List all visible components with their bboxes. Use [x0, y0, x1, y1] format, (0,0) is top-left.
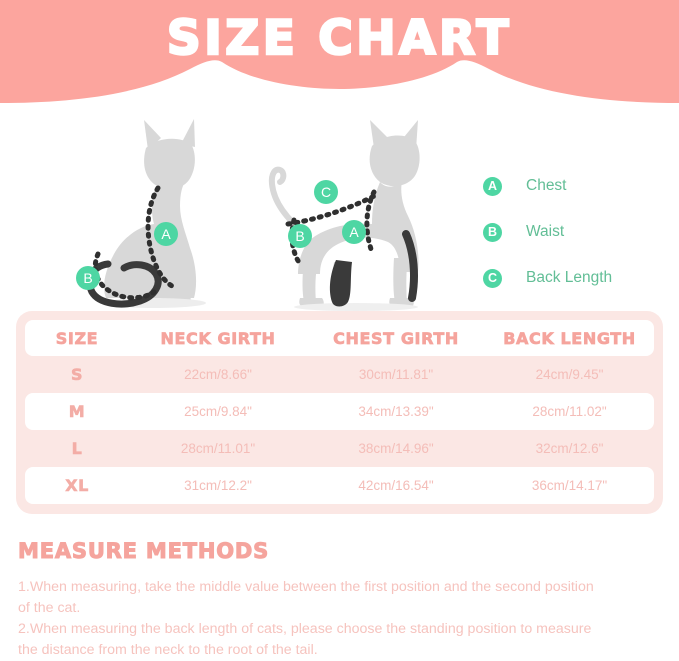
svg-text:B: B	[83, 270, 92, 286]
table-header-row: SIZE NECK GIRTH CHEST GIRTH BACK LENGTH	[25, 320, 654, 356]
measure-methods-title: MEASURE METHODS	[18, 539, 270, 564]
cell-chest-girth: 30cm/11.81"	[358, 367, 434, 382]
column-header-chest-girth: CHEST GIRTH	[333, 328, 459, 348]
legend-item-back-length: C Back Length	[483, 260, 673, 296]
legend-label-waist: Waist	[526, 223, 565, 240]
cat-leg-dark	[329, 260, 352, 307]
legend-label-back-length: Back Length	[526, 269, 613, 286]
measure-methods-section: MEASURE METHODS 1.When measuring, take t…	[18, 539, 668, 661]
cell-neck-girth: 31cm/12.2"	[184, 478, 252, 493]
cell-chest-girth: 42cm/16.54"	[358, 478, 434, 493]
size-table: SIZE NECK GIRTH CHEST GIRTH BACK LENGTH …	[16, 311, 663, 514]
legend-item-waist: B Waist	[483, 214, 673, 250]
svg-text:A: A	[349, 224, 359, 240]
cell-back-length: 36cm/14.17"	[531, 478, 608, 493]
svg-text:B: B	[295, 228, 304, 244]
column-header-back-length: BACK LENGTH	[503, 328, 636, 348]
chest-measure-dashed-line	[145, 185, 175, 289]
cell-size: M	[68, 402, 86, 422]
badge-a-chest: A	[154, 222, 178, 246]
legend-label-chest: Chest	[526, 177, 567, 194]
cat-standing-illustration: C B A	[268, 120, 420, 311]
waist-measure-dashed-line	[92, 251, 157, 301]
header-arch-decoration	[0, 60, 679, 118]
table-row: L 28cm/11.01" 38cm/14.96" 32cm/12.6"	[25, 430, 654, 467]
badge-a-chest-standing: A	[342, 220, 366, 244]
measurement-legend: A Chest B Waist C Back Length	[483, 168, 673, 306]
cat-sitting-silhouette	[102, 119, 206, 308]
measure-method-item-1: 1.When measuring, take the middle value …	[18, 579, 594, 616]
cell-size: S	[70, 365, 84, 385]
page-title: SIZE CHART	[166, 10, 513, 68]
measure-methods-body: 1.When measuring, take the middle value …	[18, 577, 668, 661]
badge-c-back-length: C	[314, 180, 338, 204]
table-row: XL 31cm/12.2" 42cm/16.54" 36cm/14.17"	[25, 467, 654, 504]
legend-badge-b-icon: B	[483, 222, 502, 242]
badge-b-waist-standing: B	[288, 224, 312, 248]
table-row: S 22cm/8.66" 30cm/11.81" 24cm/9.45"	[25, 356, 654, 393]
svg-text:A: A	[161, 226, 171, 242]
cell-chest-girth: 38cm/14.96"	[358, 441, 434, 456]
cat-sitting-illustration: A B	[76, 119, 206, 308]
column-header-size: SIZE	[55, 328, 99, 348]
chest-measure-dashed-line-standing	[364, 189, 377, 255]
cell-back-length: 28cm/11.02"	[532, 404, 607, 419]
cell-neck-girth: 28cm/11.01"	[180, 441, 256, 456]
legend-item-chest: A Chest	[483, 168, 673, 204]
badge-b-waist: B	[76, 266, 100, 290]
cell-back-length: 24cm/9.45"	[535, 367, 604, 382]
cell-neck-girth: 22cm/8.66"	[184, 367, 252, 382]
table-row: M 25cm/9.84" 34cm/13.39" 28cm/11.02"	[25, 393, 654, 430]
cell-size: XL	[65, 476, 89, 496]
column-header-neck-girth: NECK GIRTH	[160, 328, 276, 348]
page-header: SIZE CHART	[0, 0, 679, 118]
svg-text:C: C	[321, 184, 331, 200]
cell-chest-girth: 34cm/13.39"	[358, 404, 434, 419]
legend-badge-a-icon: A	[483, 176, 502, 196]
cat-frontleg-dark	[402, 230, 418, 302]
illustration-area: A B	[0, 118, 679, 311]
cell-neck-girth: 25cm/9.84"	[184, 404, 252, 419]
cell-back-length: 32cm/12.6"	[535, 441, 604, 456]
legend-badge-c-icon: C	[483, 268, 502, 288]
cell-size: L	[71, 439, 83, 459]
measure-method-item-2: 2.When measuring the back length of cats…	[18, 621, 592, 658]
